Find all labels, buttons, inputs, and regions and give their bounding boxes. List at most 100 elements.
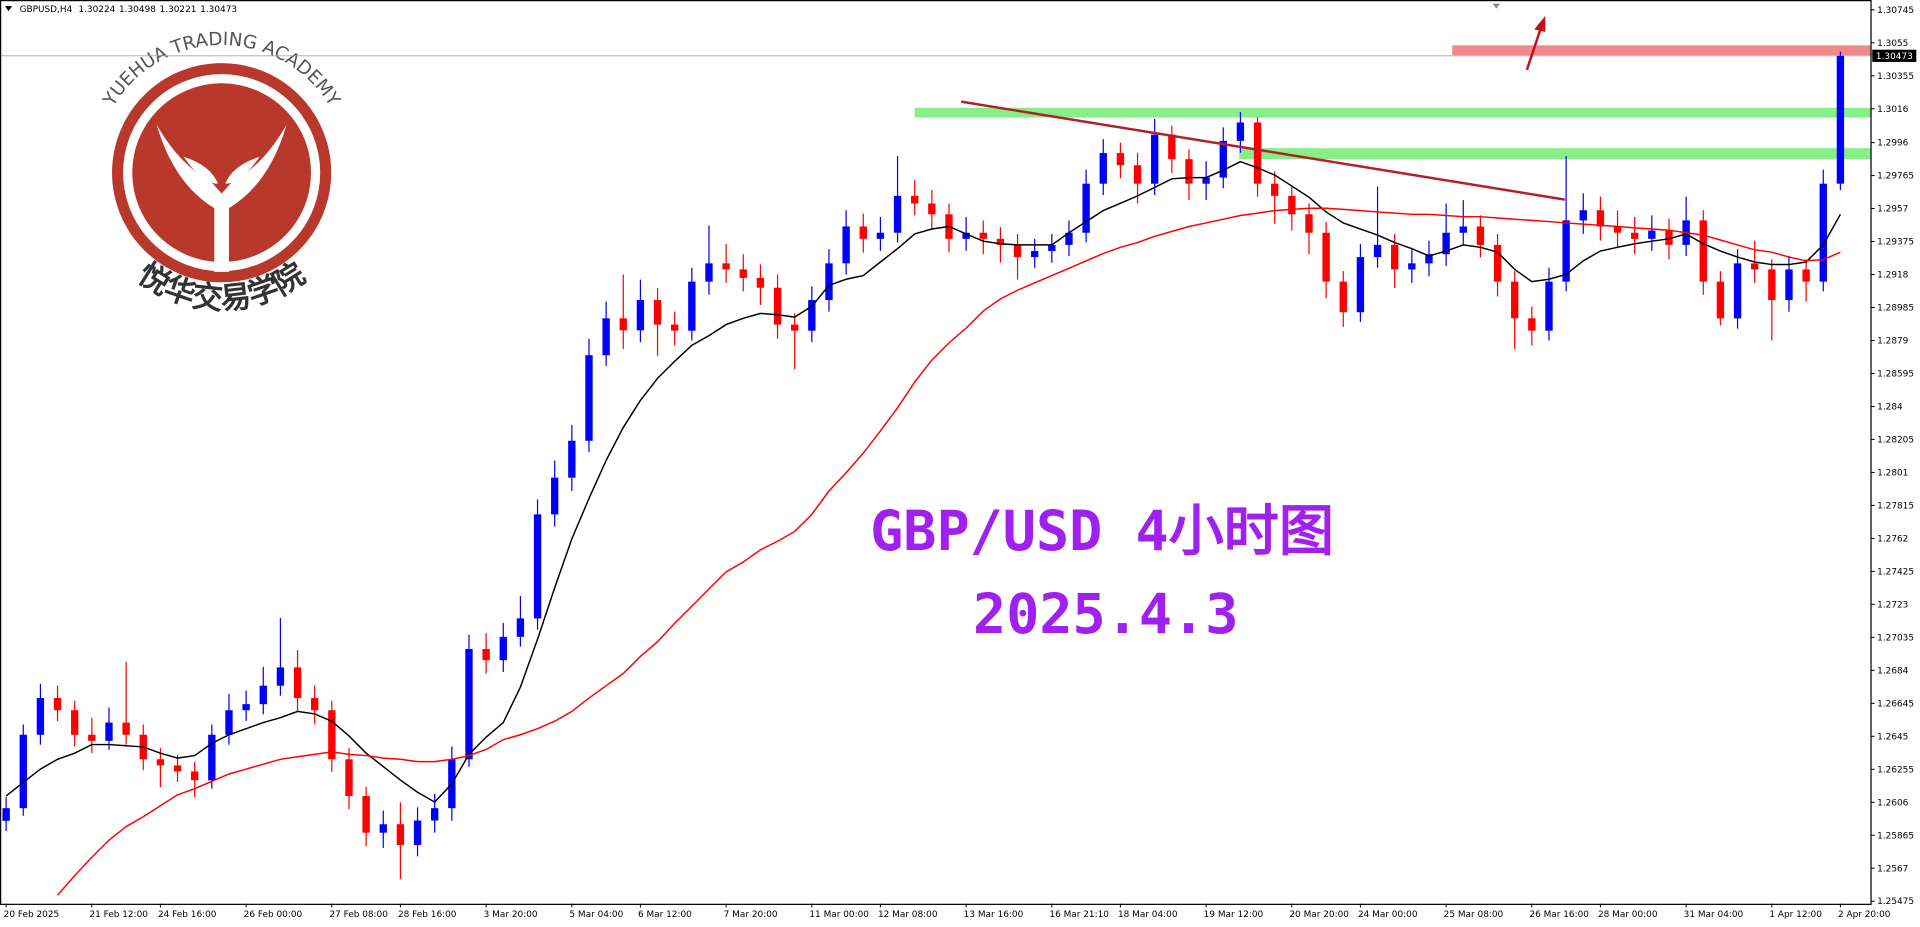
candle-body xyxy=(516,618,525,637)
candle-body xyxy=(53,698,62,711)
x-tick-label: 28 Feb 16:00 xyxy=(398,910,457,920)
candle-body xyxy=(1699,220,1707,282)
candle-body xyxy=(842,226,850,264)
candle-body xyxy=(1751,263,1759,270)
candle-body xyxy=(1031,251,1039,258)
y-tick-label: 1.2645 xyxy=(1877,732,1908,742)
candle-body xyxy=(173,765,182,772)
candle-body xyxy=(345,759,353,796)
candle-body xyxy=(1168,134,1176,160)
y-tick-label: 1.28595 xyxy=(1877,370,1914,380)
plot-frame xyxy=(0,0,1872,905)
y-tick-label: 1.30355 xyxy=(1877,72,1914,82)
candle-body xyxy=(1408,263,1416,270)
y-tick-label: 1.28985 xyxy=(1877,304,1914,314)
candle-body xyxy=(653,300,662,325)
y-tick-label: 1.2957 xyxy=(1877,205,1908,215)
candle-body xyxy=(379,824,387,833)
candle-body xyxy=(1356,257,1365,313)
y-tick-label: 1.28205 xyxy=(1877,435,1914,445)
candle-body xyxy=(1305,214,1313,233)
candle-body xyxy=(1425,254,1433,264)
candle-body xyxy=(276,667,285,686)
candle-body xyxy=(568,440,576,478)
y-tick-label: 1.27425 xyxy=(1877,567,1914,577)
chart-title: GBP/USD 4小时图 xyxy=(870,499,1334,563)
resistance-zone xyxy=(914,107,1872,118)
y-tick-label: 1.3016 xyxy=(1877,105,1909,115)
candle-body xyxy=(928,203,936,215)
candle-body xyxy=(88,734,96,741)
x-tick-label: 21 Feb 12:00 xyxy=(89,910,148,920)
candle-body xyxy=(413,820,422,846)
x-tick-label: 11 Mar 00:00 xyxy=(809,910,869,920)
x-tick-label: 20 Feb 2025 xyxy=(4,910,60,920)
candle-body xyxy=(1631,232,1639,239)
candle-body xyxy=(1476,226,1485,245)
y-tick-label: 1.2723 xyxy=(1877,600,1908,610)
target-zone xyxy=(1452,45,1872,56)
candle-body xyxy=(431,808,439,821)
x-tick-label: 5 Mar 04:00 xyxy=(569,910,623,920)
x-tick-label: 13 Mar 16:00 xyxy=(964,910,1024,920)
candle-body xyxy=(893,195,902,233)
logo-mark xyxy=(156,124,287,272)
candle-body xyxy=(996,238,1005,245)
logo-disc xyxy=(132,83,312,263)
y-tick-label: 1.30745 xyxy=(1877,6,1914,16)
quote-open: 1.30224 xyxy=(78,5,115,15)
candle-body xyxy=(71,710,79,735)
support-zone xyxy=(1239,148,1872,160)
candle-body xyxy=(1288,195,1296,215)
y-tick-label: 1.26645 xyxy=(1877,699,1914,709)
candle-body xyxy=(1459,226,1467,233)
candle-body xyxy=(122,722,130,735)
candle-body xyxy=(1493,244,1502,282)
candle-body xyxy=(1648,230,1656,239)
y-tick-label: 1.29375 xyxy=(1877,238,1914,248)
chart-subtitle: 2025.4.3 xyxy=(973,582,1238,646)
x-tick-label: 6 Mar 12:00 xyxy=(638,910,692,920)
candle-body xyxy=(825,263,833,301)
x-tick-label: 28 Mar 00:00 xyxy=(1598,910,1658,920)
logo-leaf xyxy=(183,156,260,184)
candle-body xyxy=(1545,281,1553,331)
candle-body xyxy=(1202,177,1210,184)
y-tick-label: 1.3055 xyxy=(1877,39,1908,49)
candle-body xyxy=(1819,183,1827,282)
candle-body xyxy=(328,710,336,760)
candle-body xyxy=(1613,226,1622,233)
candle-body xyxy=(962,232,970,239)
y-tick-label: 1.2567 xyxy=(1877,864,1908,874)
candle-body xyxy=(1133,165,1142,184)
header: GBPUSD,H4 1.30224 1.30498 1.30221 1.30473 xyxy=(20,5,237,15)
y-tick-label: 1.2684 xyxy=(1877,666,1909,676)
candle-body xyxy=(1065,232,1073,245)
candle-body xyxy=(1322,232,1330,282)
x-tick-label: 16 Mar 21:10 xyxy=(1049,910,1109,920)
candle-body xyxy=(1802,269,1810,282)
y-tick-label: 1.2879 xyxy=(1877,337,1909,347)
candle-body xyxy=(1048,244,1056,252)
candle-body xyxy=(585,355,593,441)
candle-body xyxy=(1836,55,1845,184)
x-tick-label: 20 Mar 20:00 xyxy=(1289,910,1349,920)
price-tag xyxy=(1872,49,1917,62)
candle-body xyxy=(2,808,10,821)
candle-body xyxy=(259,685,267,705)
y-tick-label: 1.2801 xyxy=(1877,468,1908,478)
x-tick-label: 2 Apr 20:00 xyxy=(1838,910,1891,920)
candle-body xyxy=(791,324,799,331)
candle-body xyxy=(1528,318,1536,331)
y-tick-label: 1.27035 xyxy=(1877,633,1914,643)
candle-body xyxy=(1733,263,1742,319)
x-tick-label: 26 Feb 00:00 xyxy=(244,910,303,920)
candle-body xyxy=(1391,244,1399,270)
candle-body xyxy=(1271,183,1279,196)
candle-body xyxy=(808,300,816,331)
candle-body xyxy=(1596,210,1605,227)
candle-body xyxy=(19,734,27,809)
candle-body xyxy=(482,649,490,661)
x-tick-label: 7 Mar 20:00 xyxy=(724,910,778,920)
candle-body xyxy=(1716,281,1725,319)
